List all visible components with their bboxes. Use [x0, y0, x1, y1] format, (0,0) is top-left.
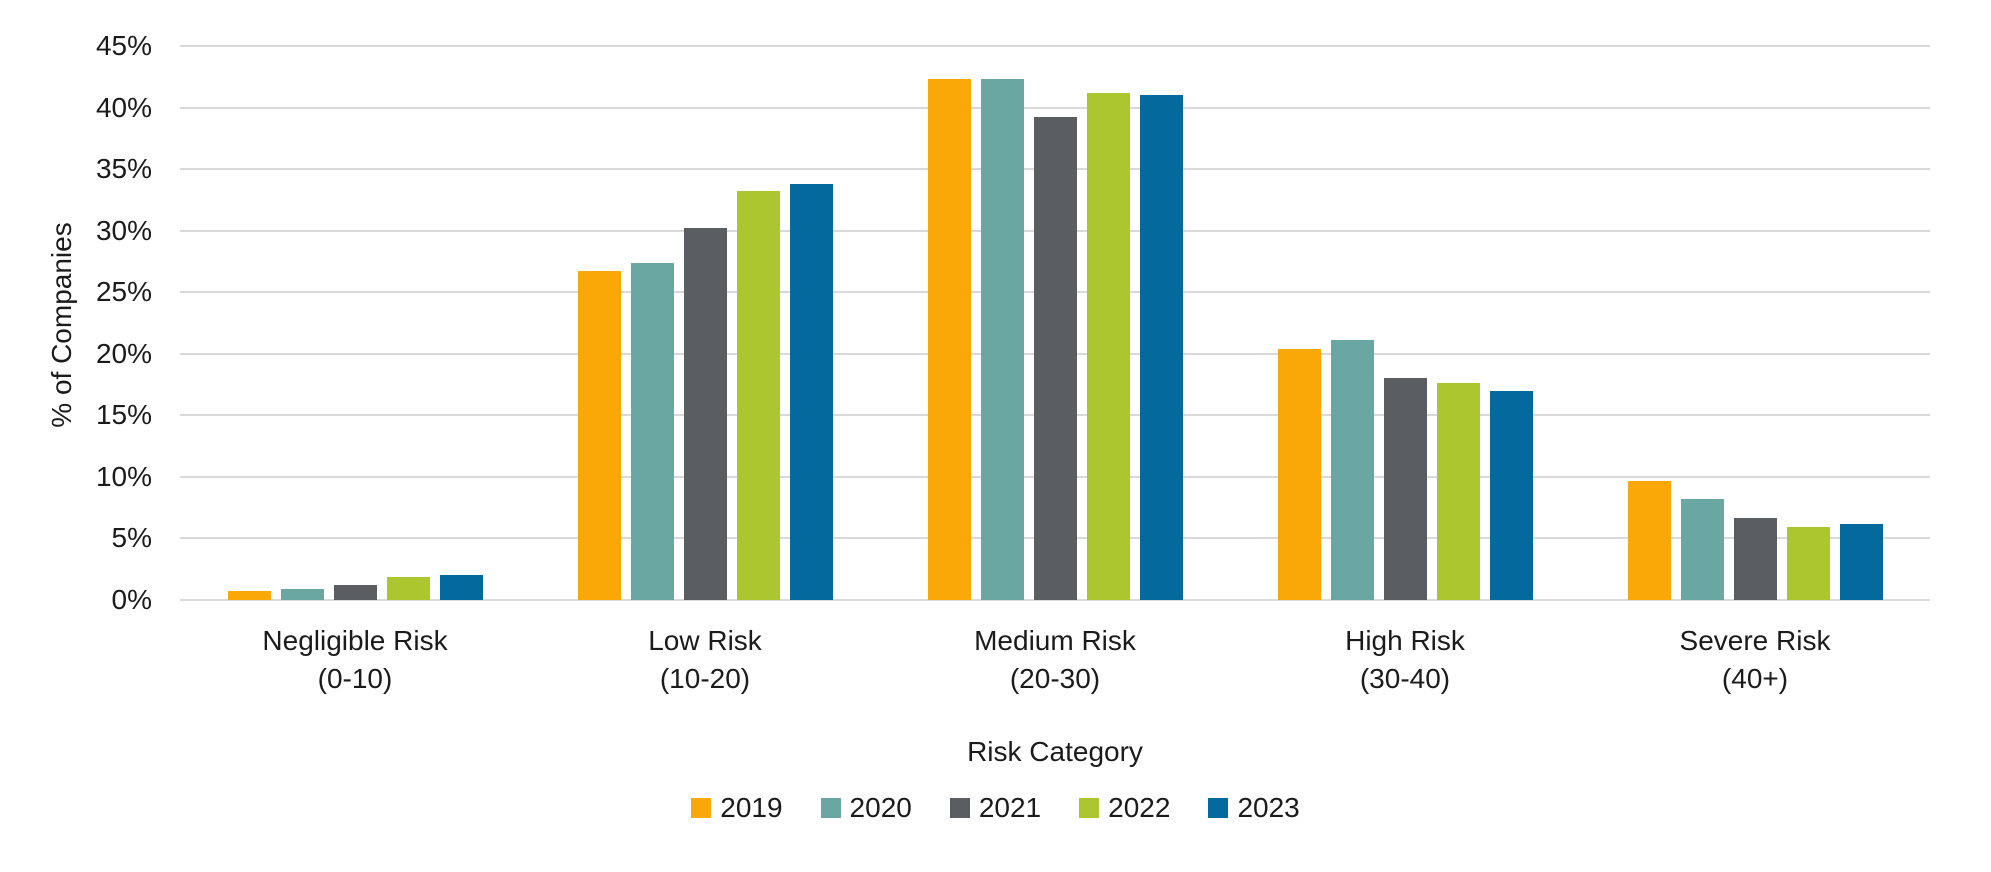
group-severe-risk: [1580, 46, 1930, 600]
bar-2019-low-risk: [577, 271, 621, 600]
x-label-name: Low Risk: [648, 625, 762, 656]
bar-2023-medium-risk: [1139, 95, 1183, 600]
bar-2019-medium-risk: [927, 79, 971, 600]
y-tick-0: 0%: [111, 584, 152, 615]
bar-2020-medium-risk: [980, 79, 1024, 600]
bar-2022-severe-risk: [1786, 527, 1830, 600]
x-label-high-risk: High Risk (30-40): [1230, 622, 1580, 698]
legend-label-2021: 2021: [978, 792, 1042, 823]
y-tick-30: 30%: [95, 214, 152, 246]
bar-2021-low-risk: [683, 228, 727, 600]
y-axis-title: % of Companies: [46, 222, 77, 428]
legend-item-2023: 2023: [1208, 792, 1300, 823]
bar-groups: [180, 46, 1930, 600]
x-label-range: (40+): [1721, 663, 1789, 694]
legend-item-2022: 2022: [1079, 794, 1170, 822]
bar-2021-high-risk: [1383, 378, 1427, 600]
gridline-45: [180, 45, 1930, 47]
bar-2022-low-risk: [736, 191, 780, 600]
legend: 2019 2020 2021 2022 2023: [0, 794, 1991, 822]
group-high-risk: [1230, 46, 1580, 600]
x-label-range: (30-40): [1359, 663, 1451, 694]
bar-2023-high-risk: [1489, 390, 1533, 600]
y-tick-15: 15%: [95, 399, 152, 431]
legend-item-2021: 2021: [949, 792, 1042, 823]
group-low-risk: [530, 46, 880, 600]
x-label-name: Severe Risk: [1679, 625, 1831, 656]
bar-2021-medium-risk: [1033, 117, 1077, 600]
bar-2019-high-risk: [1277, 348, 1321, 600]
bar-2022-medium-risk: [1086, 92, 1130, 600]
legend-swatch-2023: [1208, 798, 1229, 818]
x-label-severe-risk: Severe Risk (40+): [1580, 622, 1930, 698]
bar-2023-low-risk: [789, 183, 833, 600]
bar-2020-low-risk: [630, 262, 674, 600]
x-label-name: Negligible Risk: [262, 625, 448, 656]
plot-area: [180, 45, 1930, 601]
legend-label-2023: 2023: [1237, 792, 1300, 823]
x-label-range: (0-10): [317, 663, 393, 694]
gridline-0: [180, 599, 1930, 601]
y-tick-45: 45%: [95, 30, 152, 61]
y-tick-35: 35%: [95, 153, 152, 185]
legend-swatch-2021: [949, 798, 970, 818]
x-label-medium-risk: Medium Risk (20-30): [880, 622, 1230, 698]
bar-2021-severe-risk: [1733, 517, 1777, 600]
legend-label-2019: 2019: [720, 792, 783, 823]
bar-2021-negligible-risk: [333, 585, 377, 600]
y-tick-10: 10%: [95, 460, 152, 492]
x-axis-title: Risk Category: [967, 736, 1143, 767]
y-tick-40: 40%: [95, 91, 152, 123]
x-axis-category-labels: Negligible Risk (0-10) Low Risk (10-20) Medi…: [180, 622, 1930, 698]
legend-swatch-2022: [1079, 798, 1100, 818]
x-label-low-risk: Low Risk (10-20): [530, 622, 880, 698]
y-tick-20: 20%: [95, 337, 152, 369]
group-negligible-risk: [180, 46, 530, 600]
group-medium-risk: [880, 46, 1230, 600]
x-label-negligible-risk: Negligible Risk (0-10): [180, 622, 530, 698]
y-tick-25: 25%: [95, 276, 152, 308]
bar-2019-negligible-risk: [227, 591, 271, 600]
legend-swatch-2020: [820, 798, 841, 818]
bar-2020-high-risk: [1330, 340, 1374, 600]
bar-2023-severe-risk: [1839, 523, 1883, 600]
legend-swatch-2019: [691, 798, 712, 818]
legend-item-2019: 2019: [691, 792, 783, 823]
bar-2023-negligible-risk: [439, 575, 483, 600]
bar-2020-negligible-risk: [280, 588, 324, 600]
bar-2020-severe-risk: [1680, 499, 1724, 600]
bar-2022-high-risk: [1436, 383, 1480, 600]
x-label-range: (10-20): [659, 663, 751, 694]
x-label-range: (20-30): [1009, 663, 1101, 694]
bar-2019-severe-risk: [1627, 480, 1671, 600]
legend-item-2020: 2020: [820, 792, 912, 823]
legend-label-2020: 2020: [849, 792, 912, 823]
gridline-40: [180, 107, 1930, 109]
x-label-name: Medium Risk: [974, 625, 1136, 656]
legend-label-2022: 2022: [1108, 792, 1171, 823]
x-label-name: High Risk: [1345, 625, 1465, 656]
bar-2022-negligible-risk: [386, 576, 430, 600]
y-tick-5: 5%: [111, 522, 152, 554]
